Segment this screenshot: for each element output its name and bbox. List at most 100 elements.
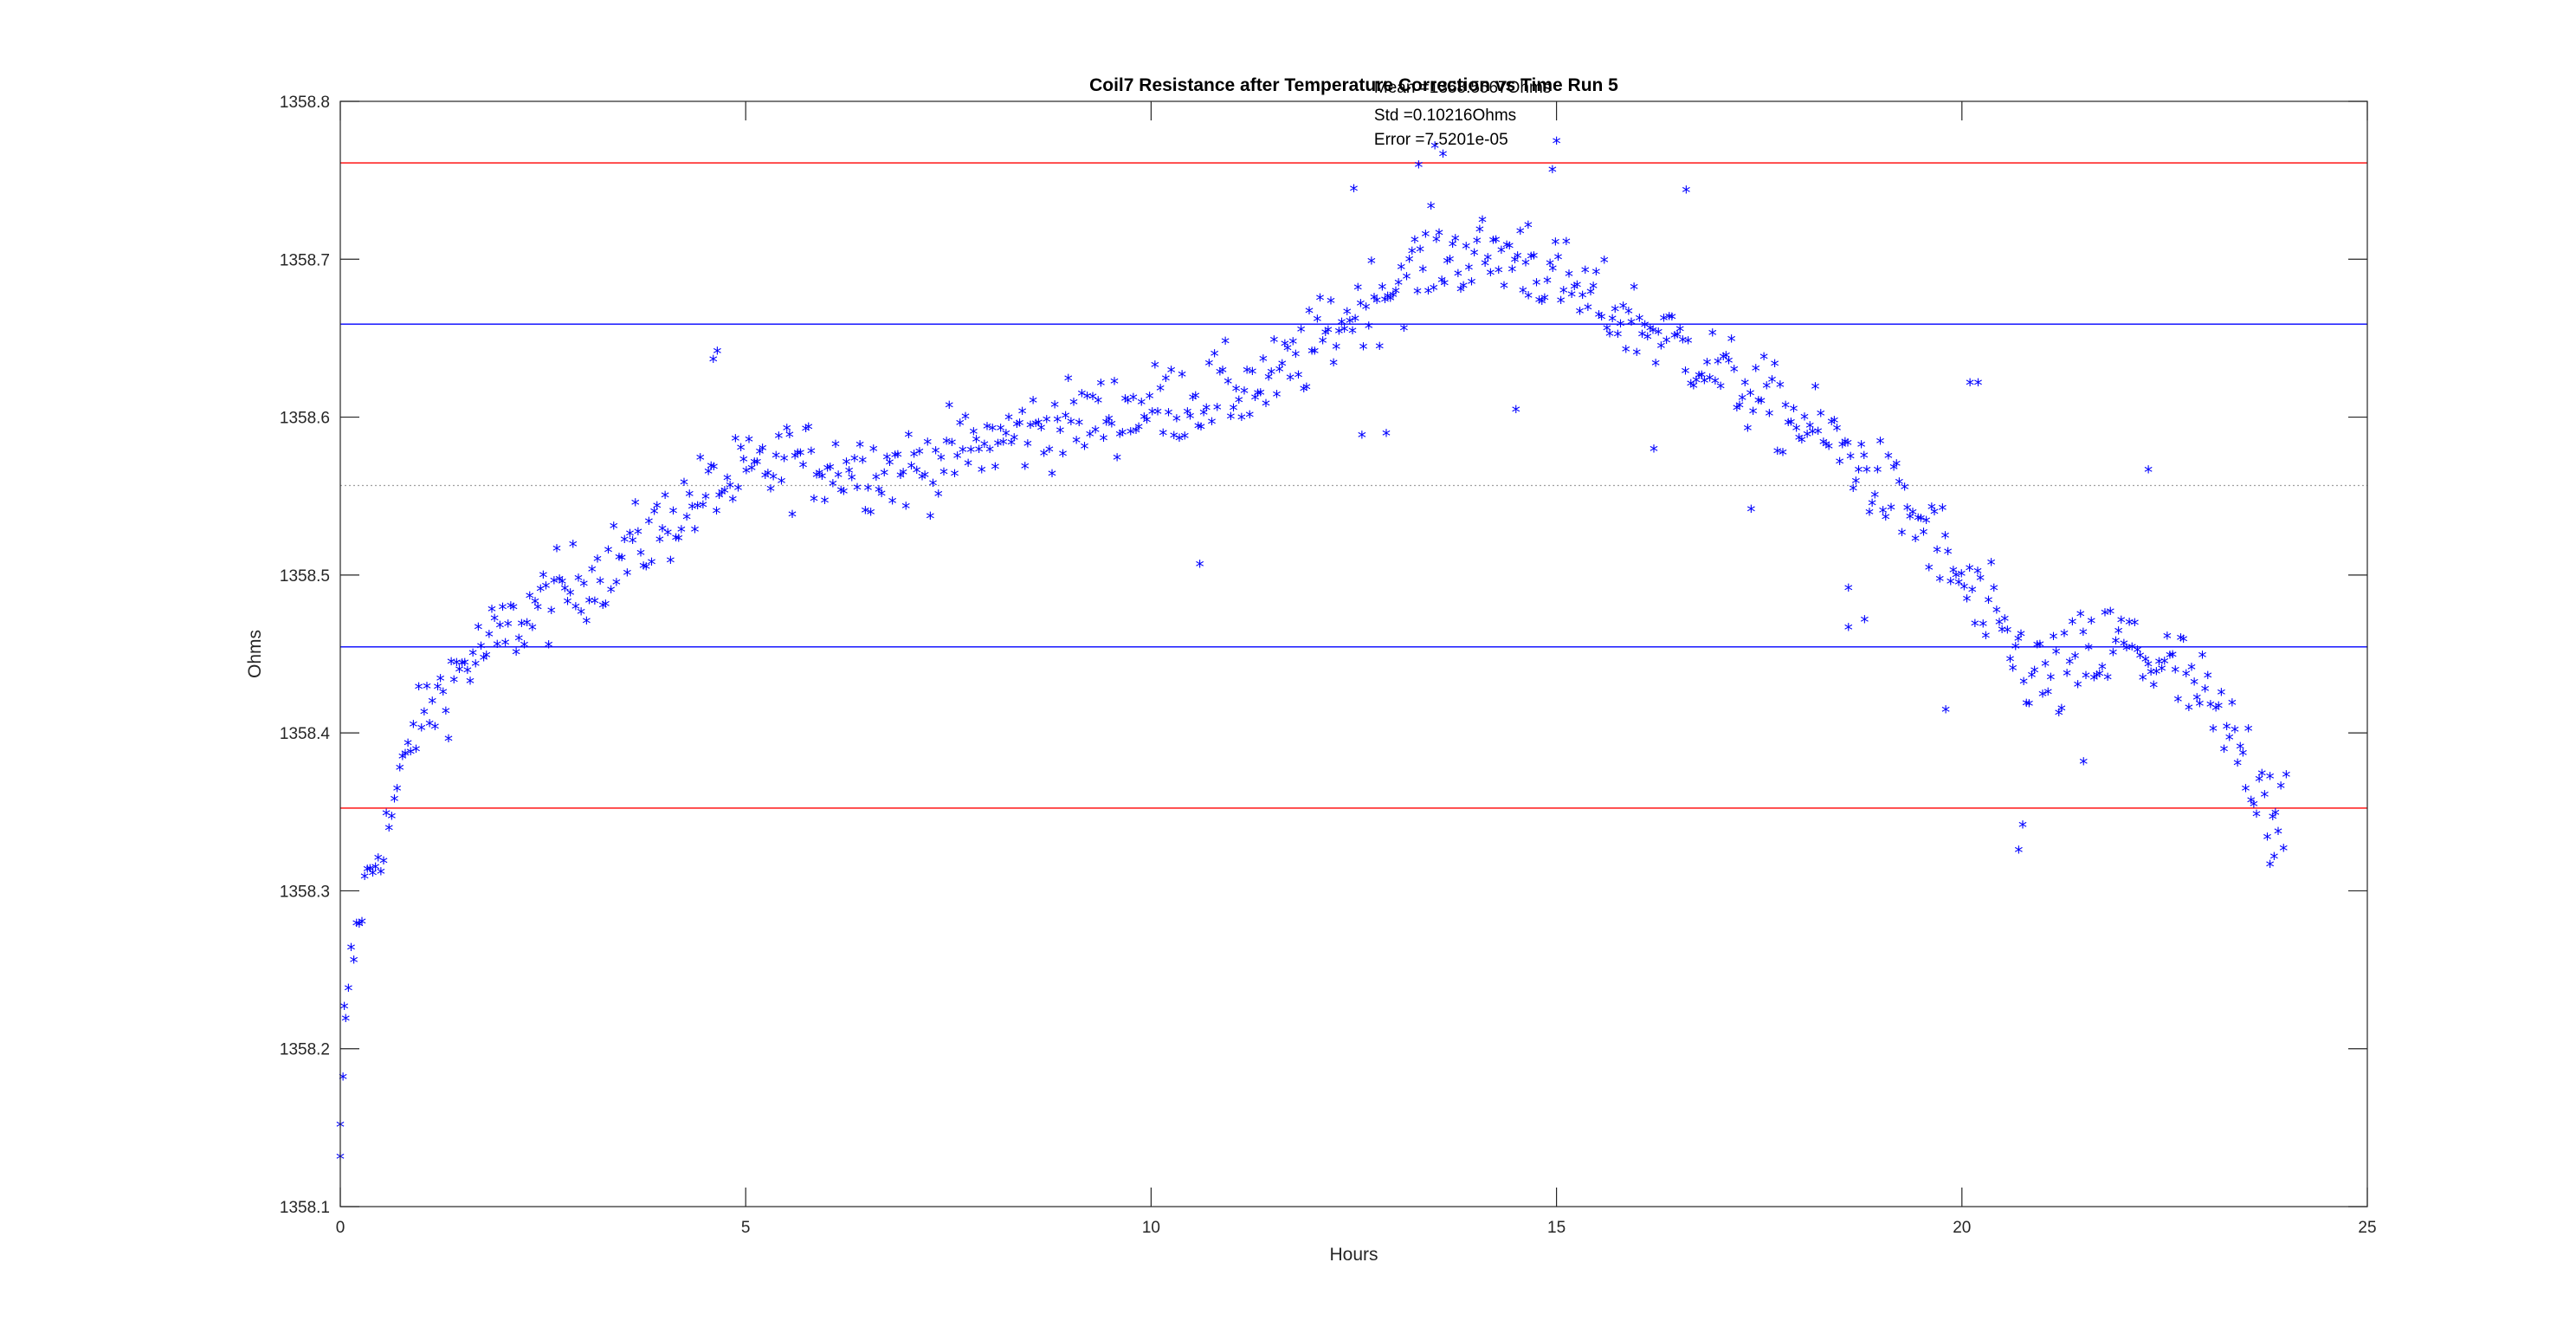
data-point: * [1868,495,1876,516]
data-point: * [1132,423,1140,443]
data-point: * [2271,806,2280,826]
data-point: * [1029,393,1037,414]
data-point: * [1481,256,1489,276]
data-point: * [499,599,507,620]
data-point: * [2093,668,2101,689]
data-point: * [2160,654,2169,675]
data-point: * [1949,562,1958,583]
data-point: * [555,571,564,592]
data-point: * [350,952,358,973]
data-point: * [517,616,526,637]
data-point: * [1026,418,1035,438]
data-point: * [1651,356,1660,377]
data-point: * [358,914,366,935]
data-point: * [1313,312,1321,333]
data-point: * [1502,237,1511,258]
data-point: * [720,483,729,504]
data-point: * [1497,243,1506,263]
data-point: * [1418,262,1427,282]
data-point: * [1381,292,1390,313]
data-point: * [1557,293,1566,314]
data-point: * [1148,404,1157,424]
data-point: * [1695,368,1703,389]
data-point: * [1987,554,1996,575]
data-point: * [1424,283,1433,304]
data-point: * [1733,400,1741,421]
data-point: * [2255,772,2263,793]
data-point: * [509,599,518,620]
data-point: * [566,586,575,606]
data-points: ****************************************… [336,133,2290,1169]
data-point: * [1446,251,1455,272]
data-point: * [1947,573,1955,594]
data-point: * [1365,319,1373,340]
data-point: * [1971,616,1979,637]
data-point: * [2179,631,2188,652]
data-point: * [1681,363,1689,384]
data-point: * [1524,217,1533,238]
data-point: * [675,531,683,552]
data-point: * [2101,605,2109,626]
data-point: * [1584,300,1592,320]
data-point: * [2074,677,2082,698]
data-point: * [444,731,453,752]
data-point: * [1548,261,1557,282]
data-point: * [1959,579,1968,599]
data-point: * [1579,288,1587,308]
data-point: * [1437,272,1446,293]
data-point: * [1876,434,1885,455]
data-point: * [1321,325,1330,346]
data-point: * [585,592,594,613]
data-point: * [1635,311,1643,332]
data-point: * [1105,411,1114,432]
data-point: * [2260,787,2269,808]
data-point: * [2057,701,2066,722]
x-axis-label: Hours [1329,1245,1378,1265]
data-point: * [1819,434,1828,455]
data-point: * [377,864,385,885]
data-point: * [1990,580,1998,601]
data-point: * [560,580,569,601]
data-point: * [972,432,981,453]
data-point: * [764,465,772,486]
data-point: * [1594,307,1603,327]
y-tick-label: 1358.3 [280,883,330,901]
data-point: * [1632,345,1641,366]
data-point: * [1543,273,1552,294]
data-point: * [593,551,602,572]
data-point: * [1250,390,1259,411]
data-point: * [869,441,878,462]
std-annotation: Std =0.10216Ohms [1374,107,1516,125]
data-point: * [1456,282,1465,302]
data-point: * [1654,325,1662,346]
data-point: * [2187,660,2196,681]
data-point: * [355,916,364,937]
data-point: * [1091,423,1100,443]
data-point: * [520,638,529,658]
data-point: * [1724,353,1733,374]
data-point: * [985,442,994,463]
data-point: * [1329,355,1338,376]
data-point: * [1286,370,1294,391]
data-point: * [1175,430,1184,451]
data-point: * [1524,288,1533,309]
data-point: * [1170,428,1178,449]
data-point: * [839,484,848,505]
data-point: * [969,424,978,445]
data-point: * [910,447,919,468]
data-point: * [1240,384,1249,405]
data-point: * [571,599,580,620]
data-point: * [1700,373,1708,394]
data-point: * [1884,449,1893,469]
data-point: * [423,678,431,699]
data-point: * [436,670,445,691]
data-point: * [1798,432,1806,453]
data-point: * [2017,626,2025,647]
data-point: * [1229,400,1237,421]
data-point: * [2022,696,2030,716]
data-point: * [1421,227,1430,248]
data-point: * [2076,606,2085,627]
data-point: * [417,721,426,741]
data-point: * [1267,364,1275,385]
